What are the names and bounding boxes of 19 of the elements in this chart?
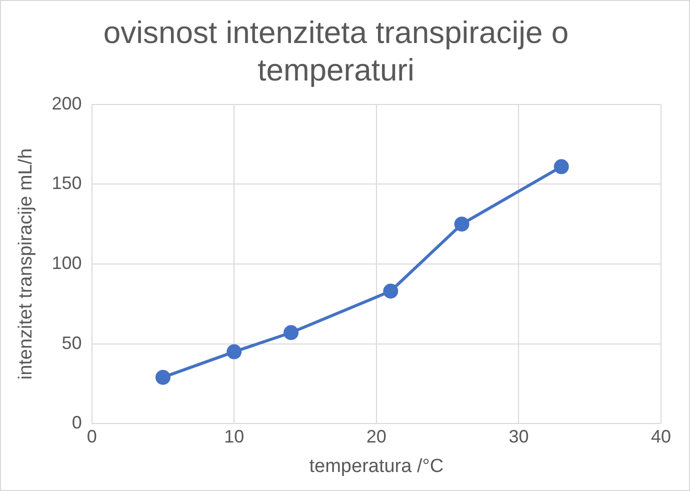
x-tick-label: 40 [650,426,672,446]
y-tick-label: 150 [52,173,82,194]
point [383,284,398,299]
point [454,216,470,232]
point [554,159,569,174]
x-tick-label: 0 [86,426,97,446]
y-tick-label: 100 [52,252,82,273]
x-tick-label: 20 [366,426,386,446]
y-tick-label: 200 [52,93,82,114]
x-axis-title: temperatura /°C [309,456,444,477]
y-tick-label: 0 [72,412,82,433]
point [284,325,299,340]
y-tick-label: 50 [62,332,82,353]
x-tick-label: 30 [508,426,529,446]
y-axis-title: intenzitet transpiracije mL/h [16,148,37,380]
point [155,370,170,385]
chart-title: ovisnost intenziteta transpiracije o temperaturi [103,15,569,88]
x-tick-label: 10 [224,426,244,446]
point [226,344,242,360]
